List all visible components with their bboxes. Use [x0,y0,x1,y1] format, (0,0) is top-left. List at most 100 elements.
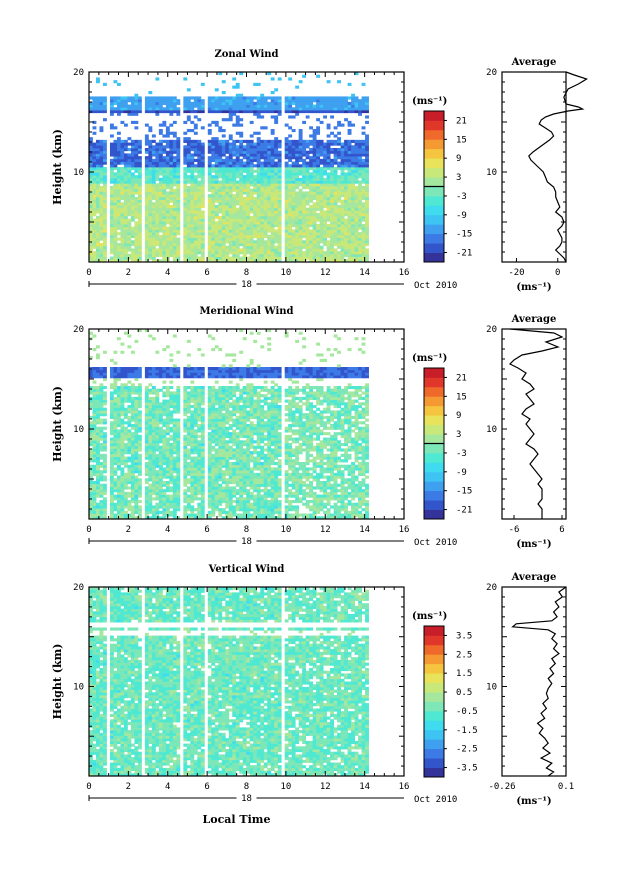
heatmap-cell [99,96,104,100]
heatmap-cell [312,232,317,236]
heatmap-cell [99,429,104,433]
heatmap-cell [144,489,149,493]
heatmap-cell [155,96,160,100]
heatmap-cell [284,167,289,171]
heatmap-cell [113,205,118,209]
heatmap-cell [123,145,128,149]
heatmap-cell [92,448,97,452]
heatmap-cell [253,213,258,217]
heatmap-cell [102,372,107,376]
heatmap-cell [235,221,240,225]
heatmap-cell [176,137,181,141]
heatmap-cell [116,367,121,371]
heatmap-cell [134,229,139,233]
heatmap-cell [361,240,366,244]
heatmap-cell [260,234,265,238]
heatmap-cell [200,253,205,257]
heatmap-cell [144,402,149,406]
heatmap-cell [319,237,324,241]
heatmap-cell [116,464,121,468]
heatmap-cell [144,470,149,474]
heatmap-cell [92,153,97,157]
heatmap-cell [274,186,279,190]
heatmap-cell [155,497,160,501]
heatmap-cell [288,139,293,143]
heatmap-cell [148,207,153,211]
heatmap-cell [316,205,321,209]
heatmap-cell [102,256,107,260]
heatmap-cell [361,150,366,154]
heatmap-cell [365,248,369,252]
heatmap-cell [148,399,153,403]
heatmap-cell [109,186,114,190]
heatmap-cell [151,489,156,493]
heatmap-cell [148,186,153,190]
heatmap-cell [92,202,97,206]
heatmap-cell [151,248,156,252]
heatmap-cell [169,229,174,233]
heatmap-cell [288,224,293,228]
heatmap-cell [263,175,268,179]
heatmap-cell [298,110,303,114]
heatmap-cell [144,232,149,236]
heatmap-cell [158,188,163,192]
heatmap-cell [113,110,118,114]
heatmap-cell [116,451,121,455]
heatmap-cell [190,145,195,149]
heatmap-cell [116,99,121,103]
heatmap-cell [109,481,114,485]
heatmap-cell [361,104,366,108]
heatmap-cell [305,172,310,176]
heatmap-cell [183,191,188,195]
heatmap-cell [137,413,142,417]
heatmap-cell [155,148,160,152]
heatmap-cell [197,229,202,233]
heatmap-cell [319,259,324,263]
heatmap-cell [158,421,163,425]
heatmap-cell [144,448,149,452]
heatmap-cell [190,180,195,184]
heatmap-cell [193,229,198,233]
heatmap-cell [323,224,328,228]
heatmap-cell [200,101,205,105]
heatmap-cell [116,429,121,433]
heatmap-cell [123,210,128,214]
heatmap-cell [89,232,93,236]
heatmap-cell [249,218,254,222]
heatmap-cell [291,139,296,143]
heatmap-cell [172,218,177,222]
heatmap-cell [151,483,156,487]
heatmap-cell [232,251,237,255]
heatmap-cell [323,186,328,190]
heatmap-cell [172,194,177,198]
heatmap-cell [337,234,342,238]
heatmap-cell [89,426,93,430]
heatmap-cell [291,101,296,105]
heatmap-cell [256,96,261,100]
heatmap-cell [358,253,362,257]
heatmap-cell [260,153,265,157]
heatmap-cell [218,237,223,241]
heatmap-cell [361,194,366,198]
heatmap-cell [309,194,314,198]
heatmap-cell [337,226,342,230]
heatmap-cell [323,221,328,225]
heatmap-cell [116,153,121,157]
heatmap-cell [211,191,216,195]
heatmap-cell [120,437,125,441]
heatmap-cell [253,196,258,200]
heatmap-cell [337,210,342,214]
heatmap-cell [165,237,170,241]
heatmap-cell [169,183,174,187]
heatmap-cell [193,205,198,209]
heatmap-cell [267,161,272,165]
heatmap-cell [284,161,289,165]
heatmap-cell [116,424,121,428]
heatmap-cell [267,240,272,244]
heatmap-cell [116,145,121,149]
heatmap-cell [172,226,177,230]
heatmap-cell [214,224,219,228]
heatmap-cell [256,221,261,225]
heatmap-cell [102,104,107,108]
heatmap-cell [333,169,338,173]
